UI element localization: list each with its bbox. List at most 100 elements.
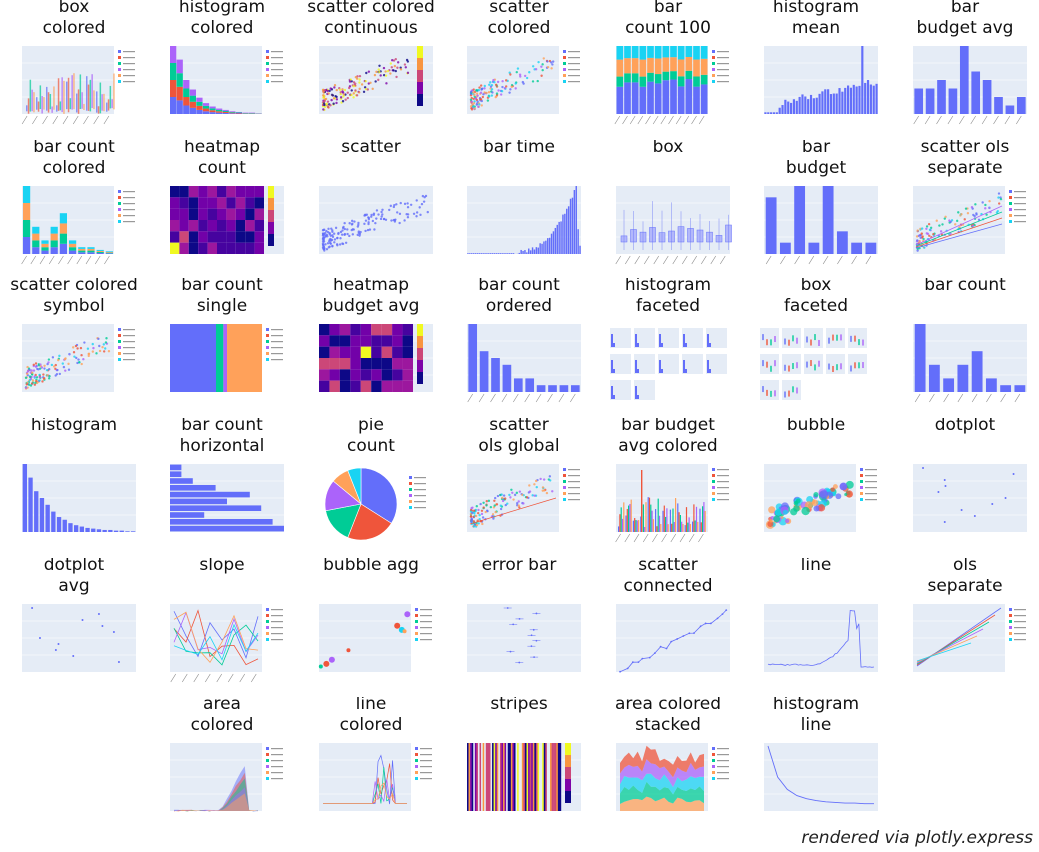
point [997,196,1000,199]
bar [520,249,522,254]
chart-panel-histline: histogram line [742,697,890,837]
tick-label [672,255,679,265]
chart-thumbnail [22,324,135,392]
point [542,57,545,60]
bar [564,213,566,254]
bar [556,224,558,254]
point [995,211,999,214]
bar [707,360,709,373]
point [380,210,383,214]
point [403,202,407,206]
bar [872,85,875,114]
legend-label [271,51,283,53]
point [471,506,474,509]
bar [183,105,190,114]
point [357,231,360,235]
bar [189,107,196,114]
bar [661,343,663,347]
bar [647,72,654,82]
bar [660,523,662,532]
heat-cell [245,208,255,220]
point [369,81,372,85]
bar [670,57,677,72]
point [519,75,522,78]
point [530,634,533,637]
point [704,622,707,625]
point [923,246,926,249]
heat-cell [339,324,351,336]
bar [849,87,853,114]
point [396,211,399,214]
legend-label [271,329,283,331]
point [421,194,425,198]
bar [807,99,810,114]
bar [625,515,627,532]
point [373,73,377,77]
bar [985,378,997,392]
point [399,68,403,71]
heat-cell [319,335,330,347]
bar [467,253,469,254]
chart-panel-scatsym: scatter colored symbol [0,278,148,418]
bar [693,59,700,77]
chart-panel-areastack: area colored stacked [594,697,742,837]
heat-cell [329,324,340,336]
bar [844,87,847,114]
bar [971,351,983,392]
box [91,74,93,109]
point [77,358,80,361]
legend-label [568,57,580,59]
panel-title: heatmap budget avg [322,278,420,316]
tick-label [865,255,872,265]
point [356,233,359,237]
point [76,361,79,365]
tick-label [250,673,257,683]
heat-cell [245,220,255,232]
bar [651,510,653,532]
heat-cell [381,369,393,381]
heat-cell [254,220,264,232]
bar [502,364,512,392]
point [374,80,377,83]
box [792,386,794,393]
point [398,212,402,216]
point [98,344,101,348]
point [395,203,398,206]
legend-label [865,493,877,495]
point [375,217,378,220]
point [925,225,929,228]
chart-panel-scatols: scatter ols separate [891,140,1039,280]
bar [202,111,210,114]
legend-label [420,748,432,750]
point [327,92,330,95]
chart-panel-linec: line colored [297,697,445,837]
point [325,102,328,105]
bar [982,80,992,114]
legend-label [123,63,135,65]
chart-panel-barbudc: bar budget avg colored [594,418,742,558]
heat-cell [179,208,189,220]
point [971,207,974,210]
bar [626,508,628,532]
point [333,241,336,244]
bar [818,93,821,114]
box [828,337,830,344]
legend-label [865,487,877,489]
bar [631,82,639,114]
bar [69,240,77,244]
legend-swatch [266,68,269,71]
box [106,102,108,112]
box [36,97,38,110]
tick-label [39,255,46,265]
panel-title: bar count horizontal [179,418,265,456]
bubble [839,482,848,491]
heat-cell [350,335,361,347]
legend-label [717,754,729,756]
chart-thumbnail [614,46,729,125]
legend-label [1014,639,1026,641]
bar [841,91,844,114]
legend-label [271,335,283,337]
bar [499,253,501,254]
bar [648,497,651,532]
point [517,500,520,503]
